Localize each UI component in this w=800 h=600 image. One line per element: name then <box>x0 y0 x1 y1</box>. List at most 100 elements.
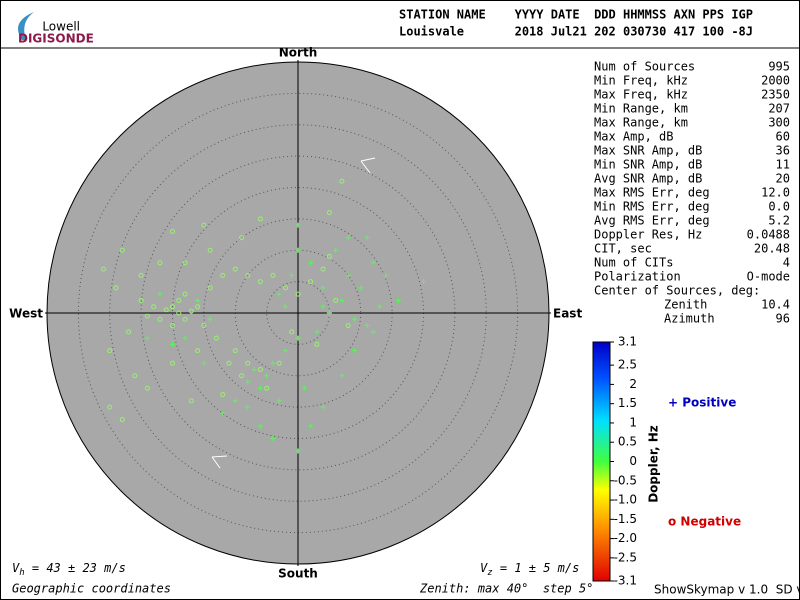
stat-label: Azimuth <box>664 312 715 326</box>
source-positive <box>295 247 301 253</box>
source-negative <box>126 329 132 335</box>
sub: h <box>19 568 24 578</box>
source-negative <box>188 308 194 314</box>
west-label: West <box>9 307 43 321</box>
source-positive <box>195 297 201 303</box>
source-positive <box>326 310 332 316</box>
stat-value: 36 <box>776 144 790 158</box>
source-negative <box>170 228 175 234</box>
source-negative <box>107 348 113 354</box>
colorbar-tick-label: -1.5 <box>614 512 637 526</box>
source-positive <box>201 360 207 366</box>
source-negative <box>176 310 182 316</box>
version-label: ShowSkymap v 1.0 SD v 5.1 <box>654 583 800 597</box>
source-negative <box>270 272 276 278</box>
source-negative <box>220 272 226 278</box>
source-negative <box>132 373 138 379</box>
source-negative <box>326 254 332 260</box>
source-negative <box>245 272 251 278</box>
stat-value: 0.0 <box>768 200 790 214</box>
source-negative <box>100 266 106 272</box>
stat-label: Max Freq, kHz <box>594 88 688 102</box>
source-positive <box>358 285 364 291</box>
source-negative <box>282 285 288 291</box>
logo-swoosh <box>18 12 34 40</box>
stat-value: 0.0488 <box>747 228 790 242</box>
stat-label: Avg RMS Err, deg <box>594 214 710 228</box>
source-positive <box>289 272 295 278</box>
stat-label: Zenith <box>664 298 707 312</box>
source-negative <box>308 279 314 285</box>
source-negative <box>239 235 245 241</box>
source-negative <box>320 266 326 272</box>
source-negative <box>207 247 213 253</box>
stat-label: Num of CITs <box>594 256 673 270</box>
source-negative <box>257 279 263 285</box>
source-negative <box>232 266 238 272</box>
stat-label: Avg SNR Amp, dB <box>594 172 702 186</box>
source-negative <box>182 260 188 266</box>
colorbar <box>592 341 611 582</box>
legend-negative: o Negative <box>668 515 741 529</box>
source-positive <box>295 222 301 228</box>
source-positive <box>320 404 326 410</box>
source-positive <box>333 247 339 253</box>
source-negative <box>232 348 238 354</box>
stat-label: Max Range, km <box>594 116 688 130</box>
text: = 1 ± 5 m/s <box>493 561 580 575</box>
source-negative <box>201 222 207 228</box>
stat-label: Center of Sources, deg: <box>594 284 760 298</box>
header-line: STATION NAME YYYY DATE DDD HHMMSS AXN PP… <box>399 8 753 22</box>
source-positive <box>276 398 282 404</box>
source-positive <box>295 448 301 454</box>
north-label: North <box>279 46 317 60</box>
source-positive <box>308 260 314 266</box>
source-positive <box>383 272 389 278</box>
v: V <box>480 561 488 575</box>
source-positive <box>257 423 263 429</box>
zenith-label: Zenith: max 40° step 5° <box>419 582 593 596</box>
vh-label: Vh = 43 ± 23 m/s <box>12 561 126 578</box>
stat-value: 2350 <box>761 88 790 102</box>
source-negative <box>188 398 194 404</box>
source-positive <box>245 404 251 410</box>
source-positive <box>282 348 288 354</box>
source-negative <box>170 304 175 310</box>
source-negative <box>245 360 251 366</box>
source-positive <box>276 291 282 297</box>
source-positive <box>345 235 351 241</box>
source-positive <box>170 341 175 347</box>
source-negative <box>333 297 339 303</box>
source-positive <box>339 373 345 379</box>
stat-label: Doppler Res, Hz <box>594 228 702 242</box>
source-positive <box>251 366 257 372</box>
colorbar-tick-label: -1.0 <box>614 493 637 507</box>
source-positive <box>364 235 370 241</box>
source-positive <box>364 323 370 329</box>
source-negative <box>345 323 351 329</box>
source-negative <box>157 260 163 266</box>
colorbar-tick-label: 2.5 <box>618 358 637 372</box>
source-positive <box>314 329 320 335</box>
vz-label: Vz = 1 ± 5 m/s <box>480 561 579 578</box>
stat-value: 995 <box>768 60 790 74</box>
source-negative <box>339 178 345 184</box>
source-negative <box>264 385 270 391</box>
source-negative <box>119 417 125 423</box>
source-positive <box>182 335 188 341</box>
source-negative <box>144 313 150 319</box>
source-positive <box>320 304 326 310</box>
source-negative <box>170 323 175 329</box>
angle-marker <box>211 455 228 469</box>
source-negative <box>182 291 188 297</box>
source-negative <box>257 366 263 372</box>
stat-value: 11 <box>776 158 790 172</box>
source-positive <box>301 385 307 391</box>
stat-value: 20 <box>776 172 790 186</box>
source-negative <box>195 304 201 310</box>
colorbar-tick-label: 3.1 <box>618 335 637 349</box>
source-positive <box>207 316 213 322</box>
coords-label: Geographic coordinates <box>12 582 171 596</box>
stat-label: Max RMS Err, deg <box>594 186 710 200</box>
